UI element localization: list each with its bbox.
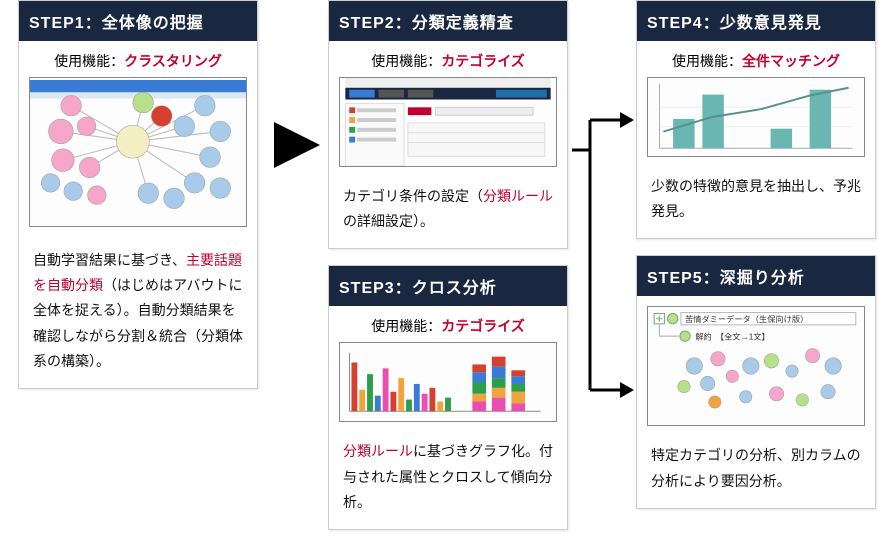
col-1: STEP1：全体像の把握 使用機能：クラスタリング 自動学習結果に基づき、主要話… — [18, 0, 258, 389]
step2-title: STEP2：分類定義精査 — [329, 1, 567, 41]
func-label: 使用機能： — [672, 53, 742, 69]
svg-text:解約 【全文→1文】: 解約 【全文→1文】 — [695, 332, 769, 342]
step1-subhead: 使用機能：クラスタリング — [19, 41, 257, 77]
step4-title: STEP4：少数意見発見 — [637, 1, 875, 41]
step4-thumb — [647, 77, 865, 157]
step5-title: STEP5：深掘り分析 — [637, 256, 875, 296]
step2-thumb — [339, 77, 557, 167]
step4-desc: 少数の特徴的意見を抽出し、予兆発見。 — [637, 168, 875, 238]
step4-subhead: 使用機能：全件マッチング — [637, 41, 875, 77]
t: 自動学習結果に基づき、 — [33, 252, 186, 268]
t: の詳細設定）。 — [343, 213, 434, 229]
svg-text:苦情ダミーデータ（生保向け版）: 苦情ダミーデータ（生保向け版） — [685, 314, 808, 324]
arrow-split — [572, 60, 636, 420]
func-label: 使用機能： — [371, 318, 441, 334]
func-label: 使用機能： — [54, 53, 124, 69]
func-label: 使用機能： — [371, 53, 441, 69]
step3-subhead: 使用機能：カテゴライズ — [329, 306, 567, 342]
step2-subhead: 使用機能：カテゴライズ — [329, 41, 567, 77]
t-em: 分類ルール — [483, 188, 553, 204]
step1-title: STEP1：全体像の把握 — [19, 1, 257, 41]
step5-thumb-wrap: 苦情ダミーデータ（生保向け版） 解約 【全文→1文】 — [637, 296, 875, 437]
step5-desc: 特定カテゴリの分析、別カラムの分析により要因分析。 — [637, 437, 875, 507]
step3-thumb — [339, 342, 557, 422]
step1-desc: 自動学習結果に基づき、主要話題を自動分類（はじめはアバウトに全体を捉える）。自動… — [19, 238, 257, 388]
step4-thumb-wrap — [637, 77, 875, 168]
col-2: STEP2：分類定義精査 使用機能：カテゴライズ — [328, 0, 568, 530]
step2-desc: カテゴリ条件の設定（分類ルールの詳細設定）。 — [329, 178, 567, 248]
step1-func: クラスタリング — [124, 53, 222, 69]
step3-desc: 分類ルールに基づきグラフ化。付与された属性とクロスして傾向分析。 — [329, 433, 567, 529]
step3-func: カテゴライズ — [441, 318, 525, 334]
step2-func: カテゴライズ — [441, 53, 525, 69]
step3-card: STEP3：クロス分析 使用機能：カテゴライズ 分類ルールに基づきグラフ化。付与… — [328, 265, 568, 530]
arrow-1 — [270, 118, 324, 172]
step3-thumb-wrap — [329, 342, 567, 433]
t-em: 分類ルール — [343, 443, 413, 459]
step1-thumb — [29, 77, 247, 227]
step2-card: STEP2：分類定義精査 使用機能：カテゴライズ — [328, 0, 568, 249]
t: カテゴリ条件の設定（ — [343, 188, 483, 204]
step1-card: STEP1：全体像の把握 使用機能：クラスタリング 自動学習結果に基づき、主要話… — [18, 0, 258, 389]
step5-card: STEP5：深掘り分析 苦情ダミーデータ（生保向け版） 解約 【全文→1文】 特… — [636, 255, 876, 508]
step2-thumb-wrap — [329, 77, 567, 178]
step3-title: STEP3：クロス分析 — [329, 266, 567, 306]
col-3: STEP4：少数意見発見 使用機能：全件マッチング 少数の特徴的意見を抽出し、予… — [636, 0, 876, 509]
step1-thumb-wrap — [19, 77, 257, 238]
step4-card: STEP4：少数意見発見 使用機能：全件マッチング 少数の特徴的意見を抽出し、予… — [636, 0, 876, 239]
step5-thumb: 苦情ダミーデータ（生保向け版） 解約 【全文→1文】 — [647, 306, 865, 426]
step4-func: 全件マッチング — [742, 53, 840, 69]
